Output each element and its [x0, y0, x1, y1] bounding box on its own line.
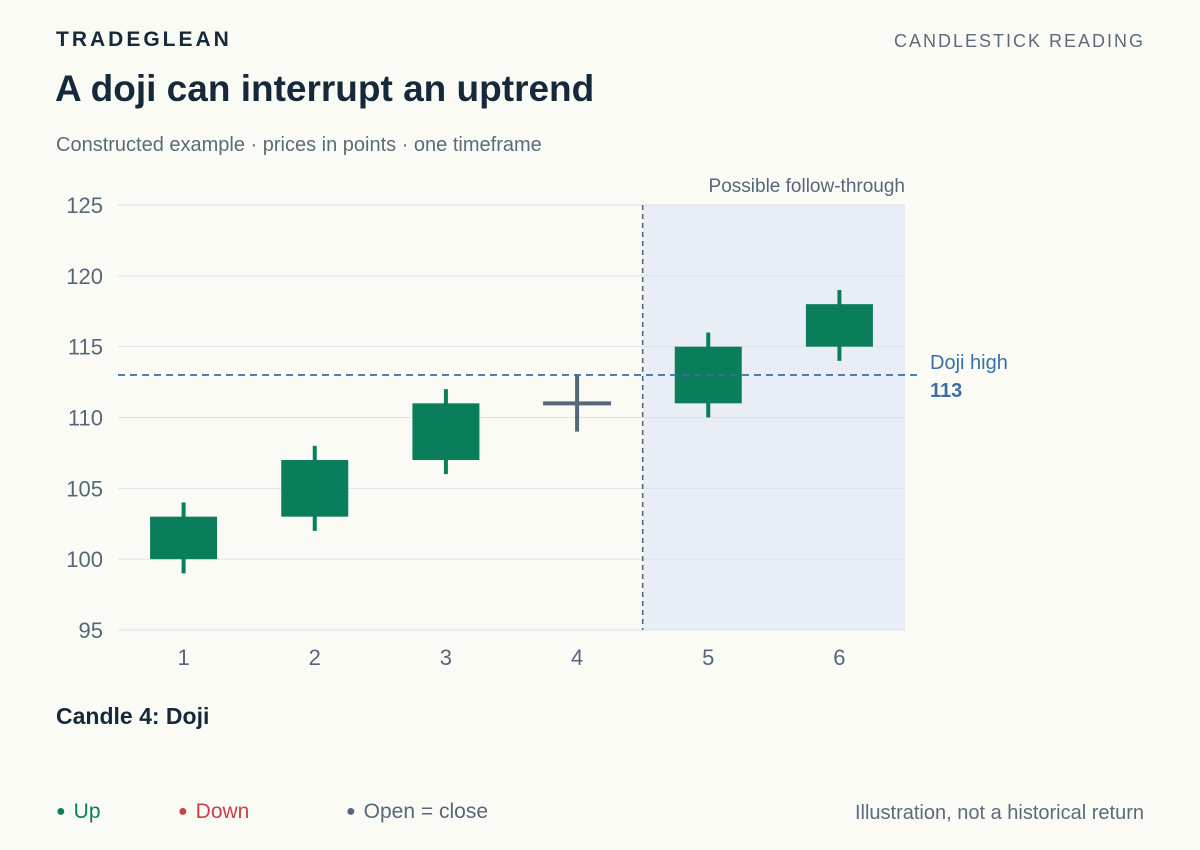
y-tick-label: 95: [79, 618, 103, 643]
page-title: A doji can interrupt an uptrend: [55, 68, 595, 109]
x-tick-label: 3: [440, 645, 452, 670]
y-tick-label: 115: [68, 335, 103, 360]
legend-item-down: ● Down: [178, 800, 346, 824]
candle-body: [150, 516, 218, 560]
x-tick-label: 5: [702, 645, 714, 670]
y-tick-label: 110: [68, 406, 103, 431]
disclaimer-note: Illustration, not a historical return: [854, 802, 1144, 824]
x-tick-label: 2: [309, 645, 321, 670]
doji-dot-icon: ●: [346, 803, 356, 820]
x-tick-label: 4: [571, 645, 583, 670]
x-tick-label: 1: [177, 645, 189, 670]
candle-body: [805, 304, 873, 347]
y-tick-label: 120: [66, 264, 103, 289]
page-subtitle: Constructed example · prices in points ·…: [56, 134, 542, 156]
legend-item-doji: ● Open = close: [346, 800, 488, 824]
doji-high-value: 113: [930, 380, 962, 402]
legend-label-up: Up: [73, 800, 101, 823]
candle-body: [412, 403, 480, 460]
down-dot-icon: ●: [178, 803, 188, 820]
region-label: Possible follow-through: [709, 176, 905, 197]
y-tick-label: 100: [66, 547, 103, 572]
legend-label-down: Down: [195, 800, 250, 823]
y-tick-label: 105: [66, 476, 103, 501]
legend-item-up: ● Up: [56, 800, 178, 824]
brand-logo-text: TRADEGLEAN: [56, 28, 232, 51]
up-dot-icon: ●: [56, 803, 66, 820]
section-label: CANDLESTICK READING: [893, 31, 1145, 51]
y-tick-label: 125: [66, 193, 103, 218]
chart-caption: Candle 4: Doji: [56, 703, 210, 729]
x-tick-label: 6: [833, 645, 845, 670]
legend-label-doji: Open = close: [363, 800, 489, 823]
candle-body: [281, 460, 349, 517]
doji-high-label: Doji high: [930, 352, 1008, 374]
legend: ● Up ● Down ● Open = close: [56, 800, 488, 824]
